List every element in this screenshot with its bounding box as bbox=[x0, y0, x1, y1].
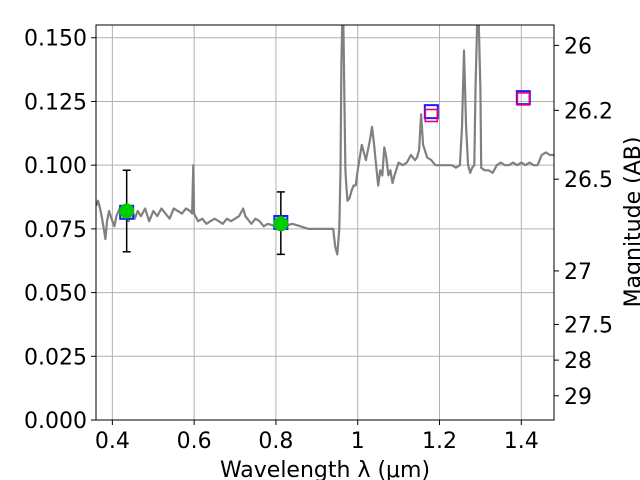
x-tick-label: 0.4 bbox=[95, 429, 130, 454]
plot-frame bbox=[95, 24, 555, 421]
right-tick-label: 28 bbox=[564, 349, 592, 374]
spectrum-line bbox=[96, 25, 554, 256]
right-tick-label: 26.5 bbox=[564, 168, 613, 193]
magenta-square-marker bbox=[516, 92, 531, 106]
magenta-square-marker bbox=[424, 108, 439, 123]
green-circle-marker bbox=[273, 216, 289, 232]
right-tick-label: 29 bbox=[564, 385, 592, 410]
y-tick-label: 0.125 bbox=[24, 90, 87, 115]
right-axis-label: Magnitude (AB) bbox=[621, 137, 640, 308]
x-axis-label: Wavelength λ (μm) bbox=[220, 458, 430, 480]
y-tick-label: 0.050 bbox=[24, 282, 87, 307]
x-axis: 0.4 0.6 0.8 1 1.2 1.4 bbox=[95, 420, 539, 454]
x-tick-label: 0.6 bbox=[177, 429, 212, 454]
right-tick-label: 27.5 bbox=[564, 313, 613, 338]
right-tick-label: 27 bbox=[564, 260, 592, 285]
grid-lines bbox=[96, 25, 554, 421]
y-tick-label: 0.000 bbox=[24, 409, 87, 434]
x-tick-label: 1.2 bbox=[422, 429, 457, 454]
x-tick-label: 0.8 bbox=[258, 429, 293, 454]
right-tick-label: 26.2 bbox=[564, 99, 613, 124]
x-tick-label: 1.4 bbox=[504, 429, 539, 454]
plot-area bbox=[96, 25, 554, 256]
y-tick-label: 0.150 bbox=[24, 27, 87, 52]
green-circle-marker bbox=[119, 203, 135, 219]
x-tick-label: 1 bbox=[351, 429, 365, 454]
right-axis: 26 26.2 26.5 27 27.5 28 29 bbox=[554, 34, 613, 410]
right-tick-label: 26 bbox=[564, 34, 592, 59]
y-tick-label: 0.075 bbox=[24, 218, 87, 243]
blue-square-marker bbox=[423, 104, 439, 120]
y-axis: 0.000 0.025 0.050 0.075 0.100 0.125 0.150 bbox=[24, 27, 96, 434]
y-tick-label: 0.100 bbox=[24, 154, 87, 179]
y-tick-label: 0.025 bbox=[24, 345, 87, 370]
